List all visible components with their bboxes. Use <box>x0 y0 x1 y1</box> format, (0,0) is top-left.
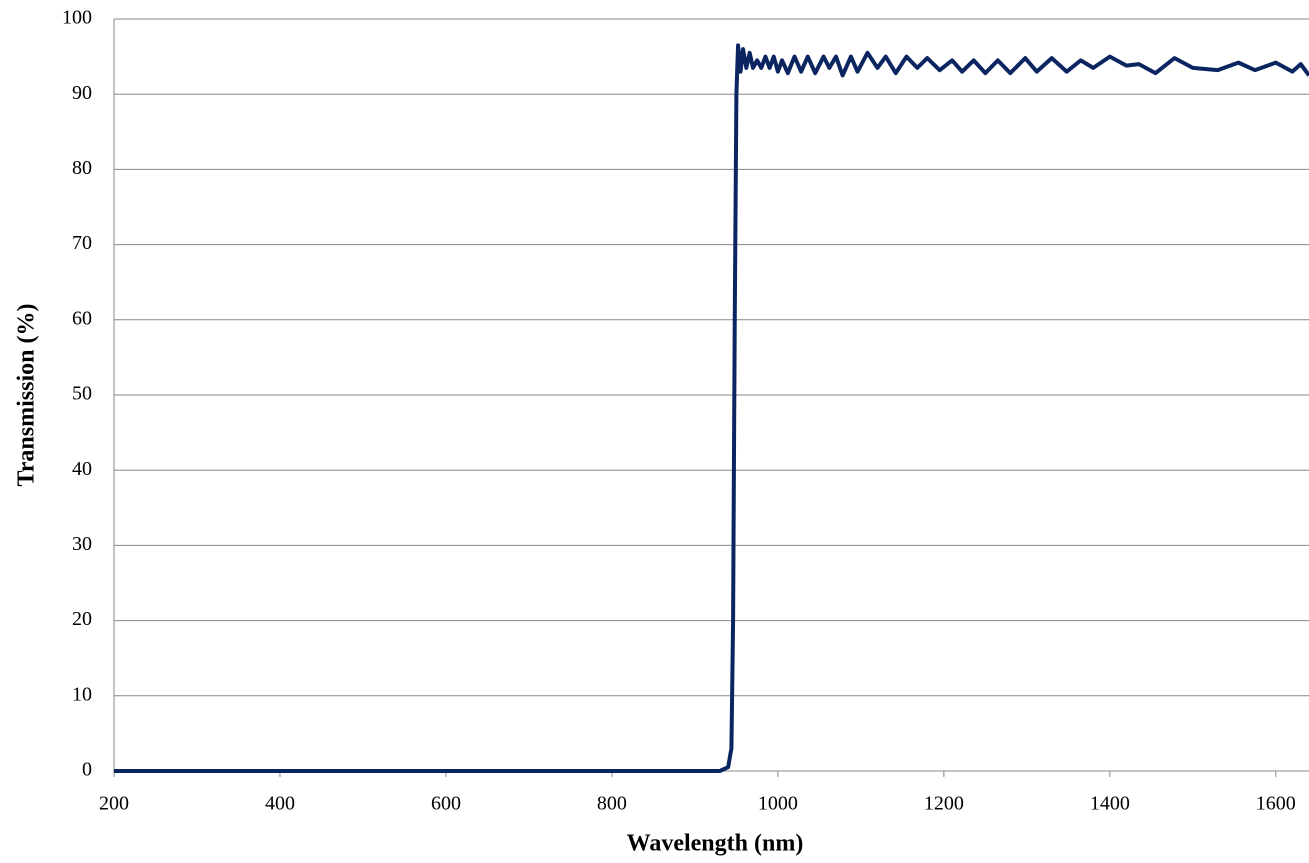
x-tick-label: 1200 <box>924 793 964 815</box>
y-axis-title: Transmission (%) <box>14 304 40 487</box>
y-tick-label: 70 <box>72 232 92 254</box>
x-tick-label: 200 <box>99 793 129 815</box>
y-tick-label: 100 <box>62 7 92 29</box>
x-tick-label: 400 <box>265 793 295 815</box>
y-tick-label: 60 <box>72 307 92 329</box>
x-tick-label: 600 <box>431 793 461 815</box>
x-tick-label: 1600 <box>1256 793 1296 815</box>
x-tick-label: 1400 <box>1090 793 1130 815</box>
y-tick-label: 80 <box>72 157 92 179</box>
x-axis-title: Wavelength (nm) <box>627 831 804 857</box>
y-tick-label: 20 <box>72 608 92 630</box>
y-tick-label: 90 <box>72 82 92 104</box>
x-tick-label: 800 <box>597 793 627 815</box>
data-line <box>114 43 1309 773</box>
y-tick-label: 0 <box>82 759 92 781</box>
y-tick-label: 30 <box>72 533 92 555</box>
y-tick-label: 10 <box>72 683 92 705</box>
y-tick-label: 50 <box>72 383 92 405</box>
y-tick-label: 40 <box>72 458 92 480</box>
x-tick-label: 1000 <box>758 793 798 815</box>
